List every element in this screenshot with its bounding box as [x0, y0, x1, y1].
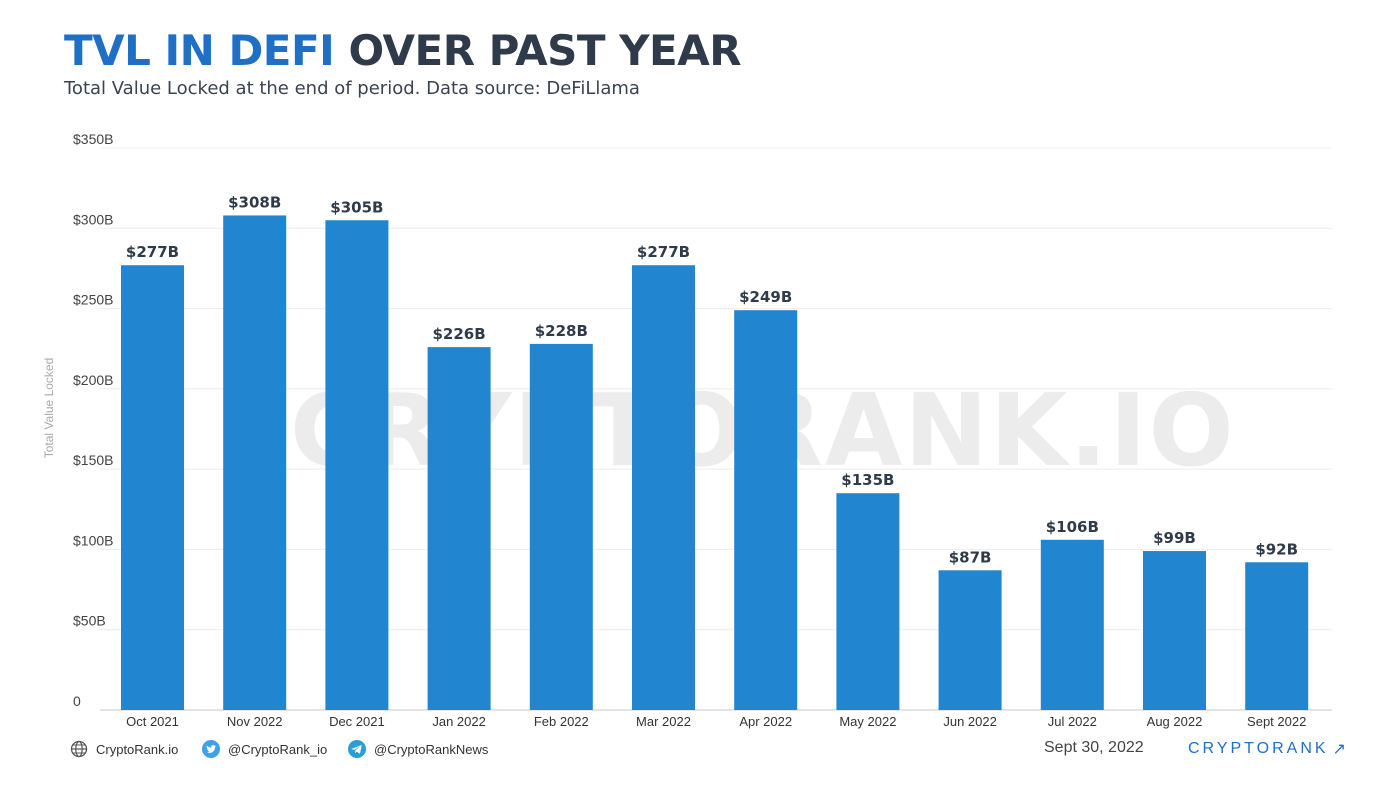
bar	[121, 265, 184, 710]
x-tick-label: Dec 2021	[329, 714, 385, 729]
footer-website[interactable]: CryptoRank.io	[70, 740, 178, 758]
bar	[632, 265, 695, 710]
data-label: $106B	[1046, 518, 1099, 536]
y-tick-label: $50B	[73, 613, 106, 629]
globe-icon	[70, 740, 88, 758]
brand-label: CRYPTORANK	[1188, 740, 1329, 757]
y-tick-label: $250B	[73, 292, 113, 308]
x-tick-label: Jul 2022	[1048, 714, 1097, 729]
data-label: $226B	[433, 325, 486, 343]
bar	[1143, 551, 1206, 710]
twitter-icon	[202, 740, 220, 758]
x-tick-label: Aug 2022	[1147, 714, 1203, 729]
y-tick-label: $300B	[73, 211, 113, 227]
bar	[529, 343, 593, 710]
x-tick-label: Apr 2022	[739, 714, 792, 729]
x-tick-label: Mar 2022	[636, 714, 691, 729]
x-tick-label: May 2022	[839, 714, 896, 729]
data-label: $99B	[1153, 529, 1196, 547]
bar	[325, 220, 389, 710]
footer-twitter[interactable]: @CryptoRank_io	[202, 740, 327, 758]
bar	[427, 347, 491, 710]
x-tick-label: Jun 2022	[943, 714, 997, 729]
bar	[1245, 562, 1309, 710]
telegram-label: @CryptoRankNews	[374, 741, 489, 757]
twitter-label: @CryptoRank_io	[228, 741, 328, 757]
title-accent: TVL IN DEFI	[64, 26, 335, 75]
data-label: $305B	[330, 198, 383, 216]
bar	[1040, 539, 1104, 710]
arrow-up-right-icon: ↗	[1332, 741, 1346, 758]
x-tick-label: Oct 2021	[126, 714, 179, 729]
data-label: $87B	[949, 548, 992, 566]
x-tick-label: Nov 2022	[227, 714, 283, 729]
data-label: $92B	[1255, 540, 1298, 558]
chart-title: TVL IN DEFI OVER PAST YEAR	[64, 24, 742, 78]
footer-telegram[interactable]: @CryptoRankNews	[348, 740, 488, 758]
title-rest: OVER PAST YEAR	[348, 26, 742, 75]
y-tick-label: $100B	[73, 532, 113, 548]
x-tick-label: Feb 2022	[534, 714, 589, 729]
data-label: $249B	[739, 288, 792, 306]
y-tick-label: $200B	[73, 372, 113, 388]
brand-logo[interactable]: CRYPTORANK ↗	[1188, 739, 1346, 759]
y-tick-label: 0	[73, 693, 81, 709]
y-tick-label: $150B	[73, 452, 113, 468]
report-date: Sept 30, 2022	[1044, 739, 1144, 756]
y-tick-label: $350B	[73, 131, 113, 147]
data-label: $277B	[637, 243, 690, 261]
telegram-icon	[348, 740, 366, 758]
bar	[223, 215, 287, 710]
bar	[836, 493, 900, 710]
chart-subtitle: Total Value Locked at the end of period.…	[64, 78, 640, 99]
bar	[938, 570, 1002, 710]
data-label: $308B	[228, 193, 281, 211]
data-label: $228B	[535, 322, 588, 340]
x-tick-label: Sept 2022	[1247, 714, 1306, 729]
bar	[734, 310, 798, 710]
bar-chart: 0 $50B $100B $150B $200B $250B $300B $350B $277…	[42, 131, 1332, 729]
data-label: $277B	[126, 243, 179, 261]
x-tick-label: Jan 2022	[432, 714, 486, 729]
website-label: CryptoRank.io	[96, 741, 179, 757]
y-axis-label: Total Value Locked	[42, 358, 56, 459]
data-label: $135B	[841, 471, 894, 489]
